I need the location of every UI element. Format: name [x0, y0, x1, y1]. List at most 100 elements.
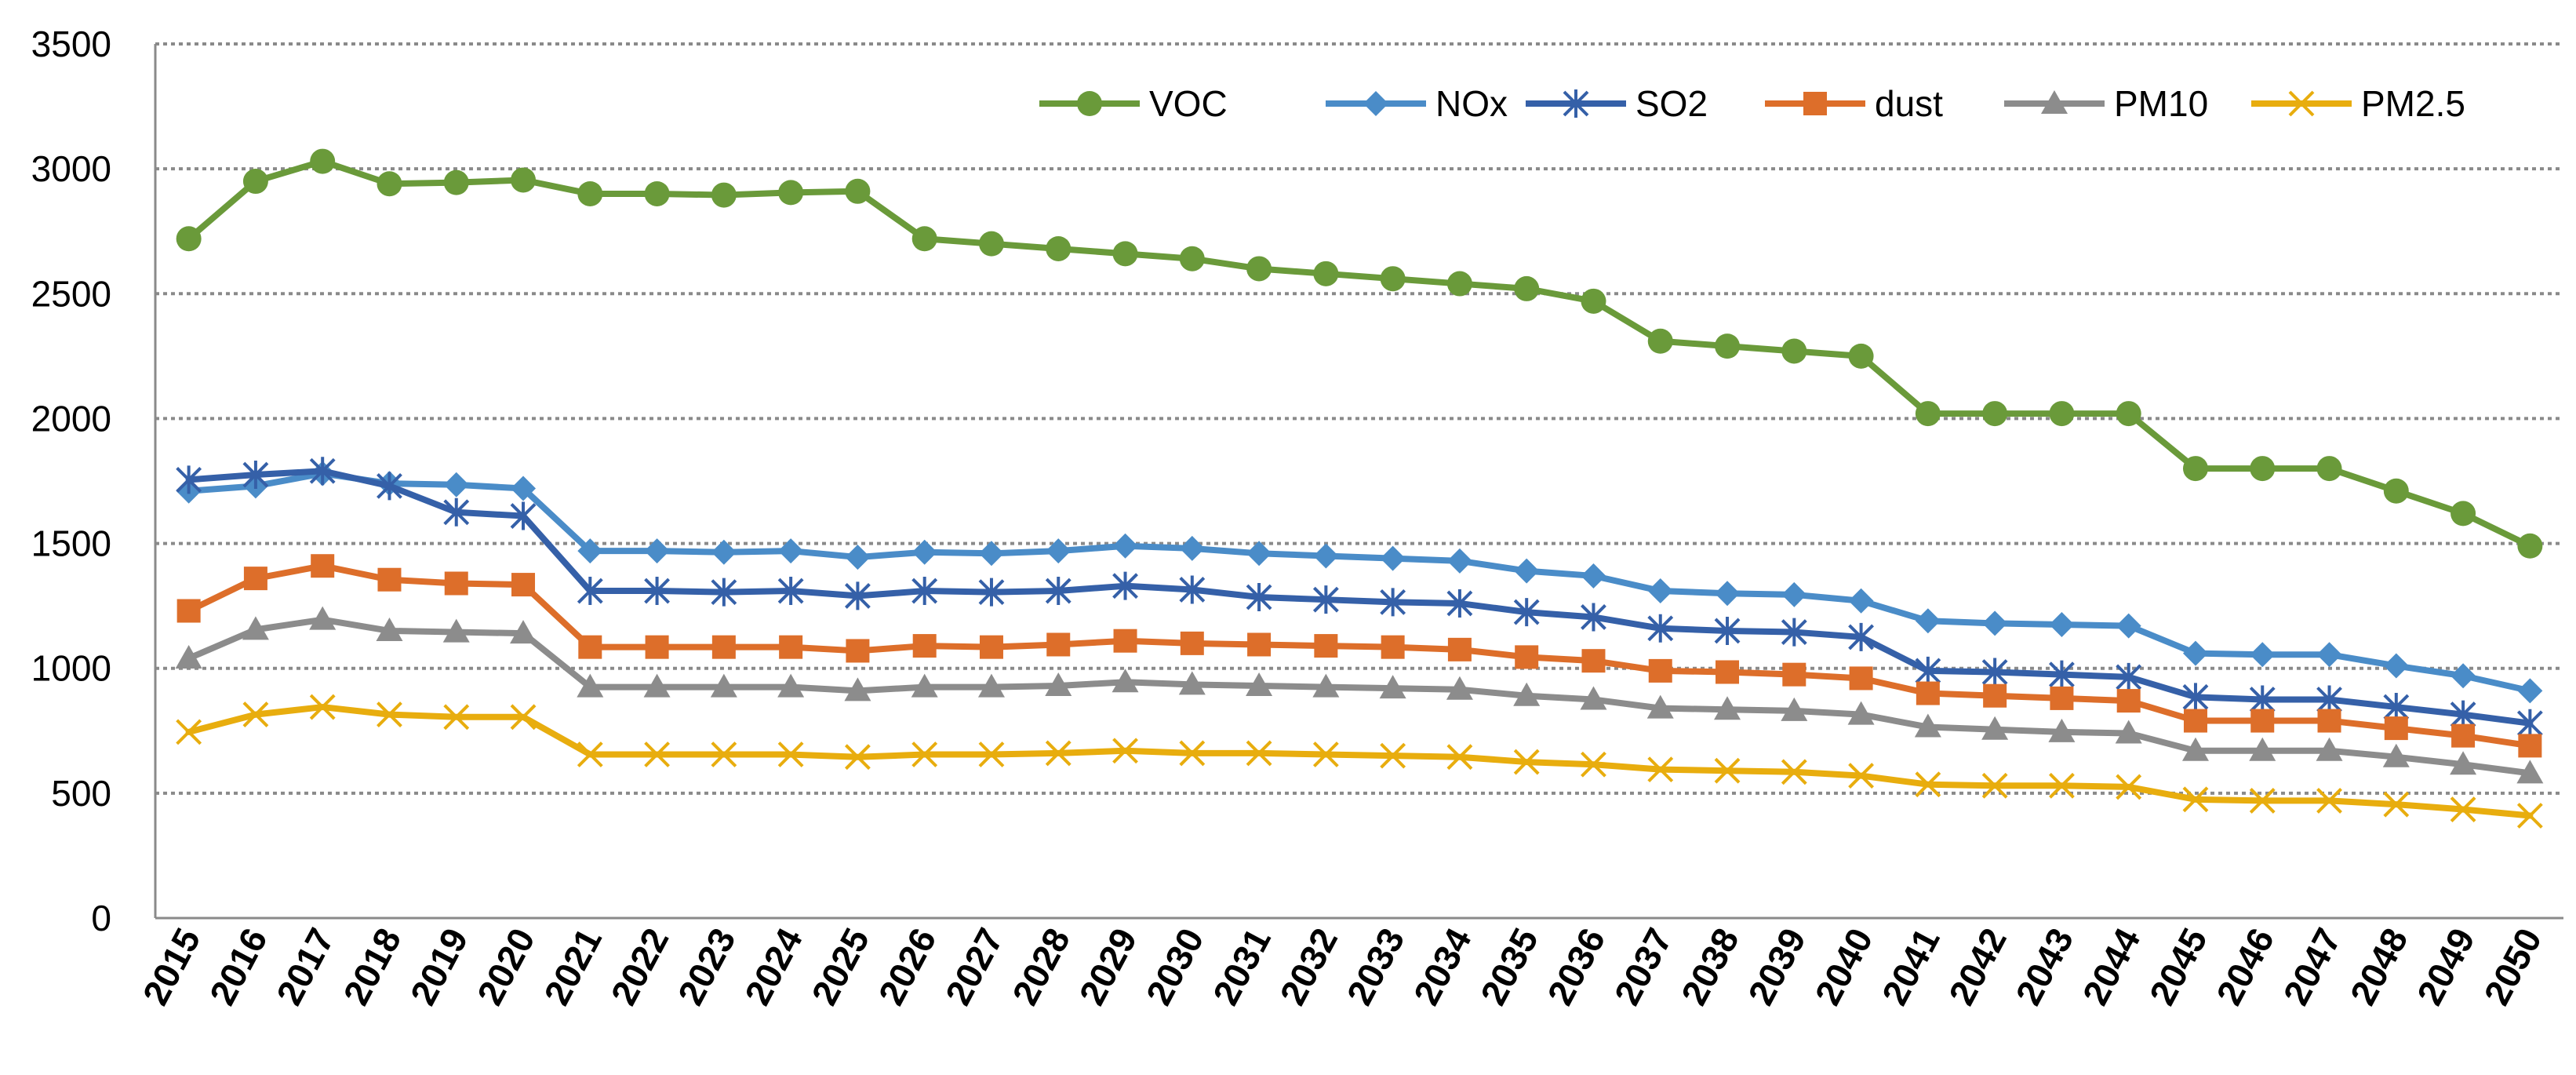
data-point-voc [1781, 338, 1807, 364]
legend-marker [1803, 92, 1827, 115]
data-point-voc [845, 178, 871, 204]
data-point-pm2-5 [1915, 771, 1941, 798]
data-point-pm10 [777, 673, 805, 698]
data-point-voc [1313, 261, 1339, 286]
y-axis-tick-labels: 0 500 1000 1500 2000 2500 3000 3500 [31, 24, 111, 938]
data-point-so2 [2249, 685, 2276, 714]
data-point-nox [1446, 548, 1472, 574]
data-point-nox [1313, 543, 1339, 569]
series-line-nox [185, 470, 2534, 694]
x-tick-label: 2020 [469, 921, 543, 1011]
data-point-nox [2250, 642, 2276, 668]
data-point-dust [1314, 634, 1338, 658]
axes [154, 44, 2563, 920]
data-point-so2 [1781, 618, 1807, 647]
data-point-nox [2316, 642, 2342, 668]
data-point-so2 [911, 577, 938, 606]
data-point-voc [242, 169, 268, 195]
data-point-nox [711, 539, 737, 565]
data-point-so2 [1581, 603, 1606, 632]
data-point-dust [1247, 632, 1272, 657]
data-point-so2 [377, 472, 402, 501]
x-tick-label: 2050 [2476, 921, 2549, 1011]
data-point-pm10 [2516, 760, 2544, 784]
data-point-so2 [1915, 656, 1941, 685]
data-point-pm10 [1312, 673, 1340, 698]
data-point-voc [1647, 328, 1673, 354]
data-point-voc [1246, 256, 1272, 282]
data-point-pm2-5 [978, 742, 1005, 767]
data-point-dust [2518, 734, 2542, 758]
legend-item-pm2-5: PM2.5 [2251, 83, 2465, 124]
data-point-pm2-5 [1981, 772, 2008, 799]
data-point-pm10 [2316, 737, 2343, 761]
data-point-voc [711, 182, 737, 208]
data-point-nox [1915, 608, 1941, 634]
data-point-nox [1781, 581, 1807, 607]
data-point-nox [644, 538, 670, 564]
data-point-pm10 [710, 673, 737, 698]
data-point-voc [1514, 275, 1540, 301]
data-point-nox [2116, 613, 2141, 639]
series-line-pm2-5 [185, 704, 2534, 819]
data-point-pm10 [911, 673, 938, 698]
data-point-pm2-5 [2182, 786, 2209, 813]
legend-marker [2288, 90, 2315, 117]
data-point-nox [1380, 545, 1406, 571]
data-point-pm2-5 [777, 742, 804, 767]
data-point-pm10 [977, 673, 1005, 698]
data-point-dust [1581, 649, 1606, 673]
y-tick-label: 1500 [31, 523, 111, 564]
legend-marker [1077, 91, 1102, 116]
data-point-pm10 [1981, 716, 2009, 740]
x-tick-label: 2026 [871, 921, 944, 1011]
data-point-pm10 [1714, 696, 1741, 720]
y-tick-label: 3000 [31, 148, 111, 189]
legend-marker [2041, 90, 2068, 114]
data-point-so2 [1446, 589, 1473, 618]
data-point-voc [1982, 401, 2008, 427]
legend-item-nox: NOx [1326, 83, 1508, 124]
data-point-pm2-5 [2516, 803, 2543, 829]
data-point-pm10 [1246, 672, 1273, 696]
data-point-pm10 [242, 616, 269, 640]
data-point-pm2-5 [845, 744, 871, 771]
y-tick-label: 2500 [31, 273, 111, 314]
data-point-dust [1381, 635, 1405, 659]
data-point-voc [1046, 235, 1072, 261]
legend-item-voc: VOC [1039, 83, 1228, 124]
series-voc [176, 148, 2543, 559]
data-point-so2 [577, 577, 603, 606]
y-tick-label: 0 [91, 898, 111, 938]
data-point-pm10 [1513, 682, 1541, 706]
data-point-so2 [1714, 616, 1741, 645]
data-point-pm2-5 [2450, 796, 2476, 822]
data-point-so2 [1179, 575, 1206, 604]
data-point-so2 [777, 577, 804, 606]
data-point-pm2-5 [2383, 791, 2410, 818]
data-point-dust [1983, 683, 2007, 708]
data-point-voc [1915, 401, 1941, 427]
data-point-nox [1647, 578, 1673, 604]
data-point-so2 [644, 577, 670, 606]
data-point-pm10 [1847, 701, 1875, 725]
legend-label: PM10 [2114, 83, 2208, 124]
x-tick-label: 2036 [1539, 921, 1613, 1011]
series-so2 [176, 457, 2543, 738]
data-point-pm10 [1112, 669, 1139, 693]
data-point-nox [1982, 610, 2008, 636]
series-lines [175, 148, 2544, 829]
data-point-dust [2050, 686, 2074, 710]
data-point-voc [978, 231, 1004, 257]
data-point-so2 [242, 461, 269, 490]
data-point-voc [2250, 456, 2276, 482]
data-point-so2 [2450, 700, 2476, 729]
data-point-so2 [2516, 709, 2543, 738]
data-point-voc [1848, 343, 1874, 369]
x-tick-label: 2018 [335, 921, 409, 1011]
x-tick-label: 2035 [1472, 921, 1546, 1011]
data-point-so2 [1981, 658, 2008, 687]
x-tick-label: 2049 [2409, 921, 2483, 1011]
data-point-voc [2450, 501, 2476, 527]
data-point-dust [2183, 709, 2207, 733]
